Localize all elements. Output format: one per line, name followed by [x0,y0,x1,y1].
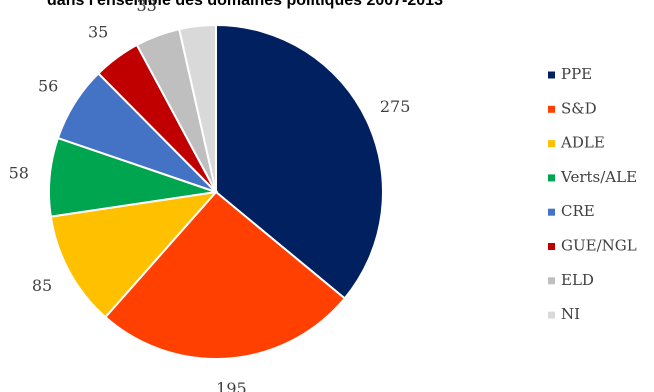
legend-label: S&D [561,99,597,117]
legend-swatch [548,243,555,250]
data-label: 56 [38,76,58,95]
legend-swatch [548,277,555,285]
legend-label: Verts/ALE [560,168,637,186]
data-label: 275 [380,97,411,116]
legend-swatch [548,208,555,216]
legend-label: PPE [561,65,592,83]
legend-label: ADLE [560,134,605,152]
legend-swatch [548,311,555,319]
data-label: 33 [136,0,156,15]
chart-title: dans l'ensemble des domaines politiques … [47,0,443,9]
legend-label: GUE/NGL [561,237,637,255]
pie-slice [49,190,219,319]
pie-slice [178,23,217,193]
legend-label: CRE [561,202,595,220]
legend-swatch [548,105,555,113]
legend-label: ELD [561,271,594,289]
legend-label: NI [561,305,580,323]
legend-swatch [548,174,555,182]
data-label: 27 [184,0,204,4]
pie-slice [215,23,384,300]
data-label: 58 [9,164,29,183]
legend-swatch [548,140,555,148]
data-label: 35 [88,22,108,41]
data-label: 195 [216,379,247,392]
legend-swatch [548,71,555,79]
data-label: 85 [32,276,52,295]
pie-slice [104,190,347,360]
